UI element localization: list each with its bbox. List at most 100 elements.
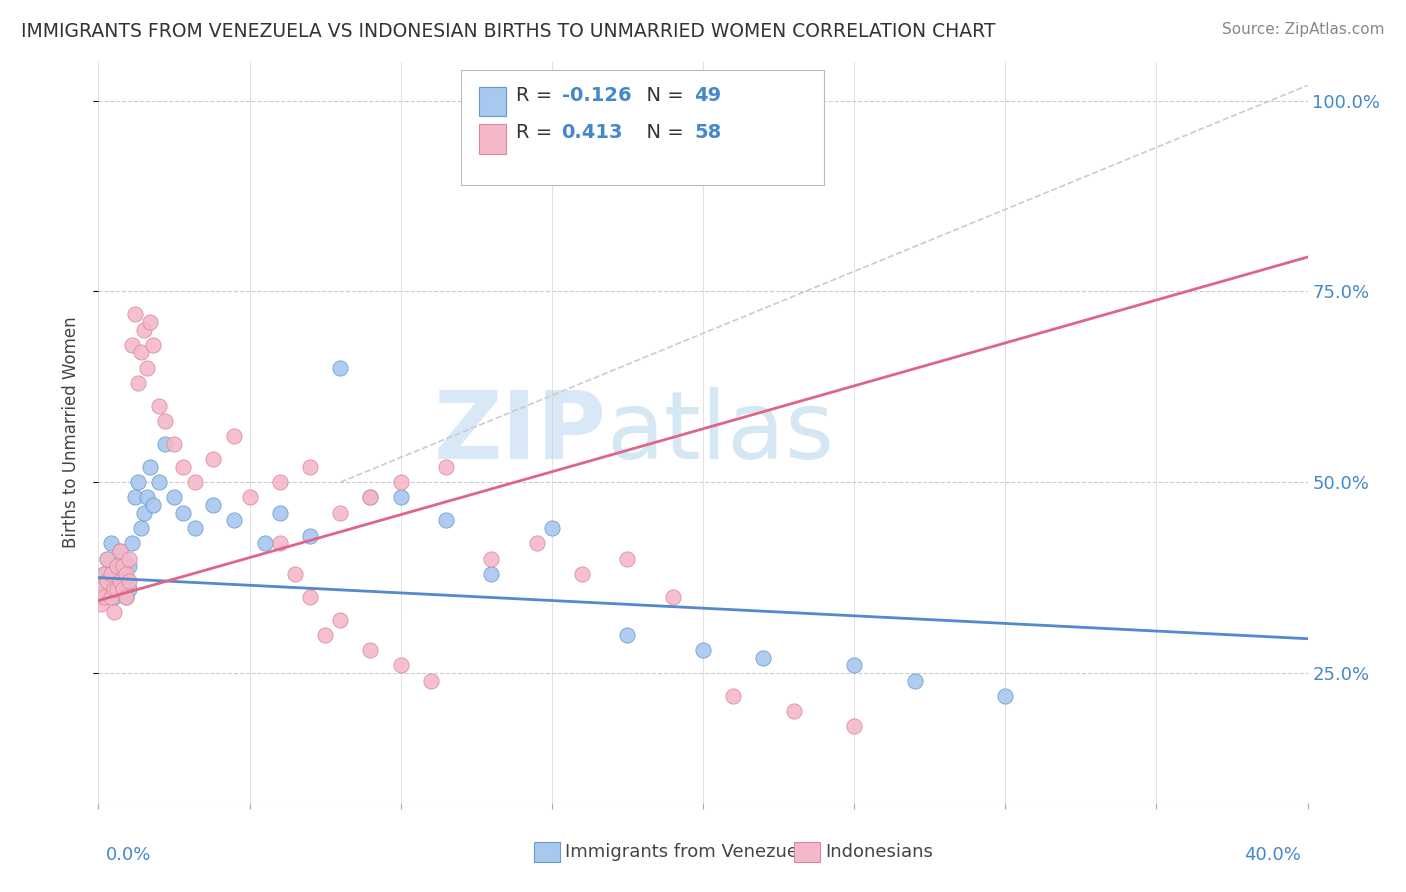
Point bbox=[434, 513, 457, 527]
Point bbox=[163, 437, 186, 451]
Text: R =: R = bbox=[516, 87, 558, 105]
Point bbox=[153, 414, 176, 428]
Point bbox=[329, 360, 352, 375]
Point bbox=[96, 574, 118, 589]
Point bbox=[844, 658, 866, 673]
Point bbox=[108, 544, 131, 558]
Point bbox=[100, 566, 122, 581]
Point bbox=[139, 460, 162, 475]
FancyBboxPatch shape bbox=[479, 87, 506, 117]
Text: 40.0%: 40.0% bbox=[1244, 846, 1301, 863]
Point bbox=[121, 536, 143, 550]
Point bbox=[93, 590, 115, 604]
Point bbox=[752, 650, 775, 665]
Point bbox=[526, 536, 548, 550]
Point bbox=[148, 399, 170, 413]
Point bbox=[90, 582, 112, 596]
FancyBboxPatch shape bbox=[479, 124, 506, 153]
Point bbox=[108, 544, 131, 558]
Text: ZIP: ZIP bbox=[433, 386, 606, 479]
Point bbox=[481, 551, 503, 566]
Point bbox=[96, 551, 118, 566]
Point bbox=[90, 598, 112, 612]
Point bbox=[224, 429, 246, 443]
Point bbox=[389, 475, 412, 490]
Point bbox=[111, 559, 134, 574]
Point bbox=[202, 498, 225, 512]
Point bbox=[118, 574, 141, 589]
Point bbox=[124, 491, 146, 505]
Point bbox=[163, 491, 186, 505]
Point bbox=[269, 536, 291, 550]
Point bbox=[314, 628, 336, 642]
Point bbox=[783, 704, 806, 718]
Point bbox=[90, 582, 112, 596]
Point bbox=[329, 506, 352, 520]
Point bbox=[269, 506, 291, 520]
Text: 49: 49 bbox=[695, 87, 721, 105]
Point bbox=[111, 566, 134, 581]
Point bbox=[132, 506, 155, 520]
Point bbox=[360, 643, 382, 657]
Point bbox=[389, 658, 412, 673]
Point bbox=[616, 628, 638, 642]
Y-axis label: Births to Unmarried Women: Births to Unmarried Women bbox=[62, 317, 80, 549]
Point bbox=[142, 498, 165, 512]
Point bbox=[121, 338, 143, 352]
Point bbox=[420, 673, 443, 688]
Text: N =: N = bbox=[634, 87, 690, 105]
Point bbox=[127, 376, 149, 390]
Point bbox=[284, 566, 307, 581]
Point bbox=[103, 566, 125, 581]
Point bbox=[360, 491, 382, 505]
Text: R =: R = bbox=[516, 123, 564, 143]
Point bbox=[118, 582, 141, 596]
Point bbox=[139, 315, 162, 329]
Point bbox=[100, 590, 122, 604]
Point bbox=[616, 551, 638, 566]
Point bbox=[105, 559, 128, 574]
Text: 0.413: 0.413 bbox=[561, 123, 623, 143]
Point bbox=[299, 529, 322, 543]
Point bbox=[118, 551, 141, 566]
Point bbox=[172, 460, 194, 475]
Point bbox=[103, 582, 125, 596]
Point bbox=[269, 475, 291, 490]
Point bbox=[148, 475, 170, 490]
Point bbox=[96, 551, 118, 566]
FancyBboxPatch shape bbox=[461, 70, 824, 185]
Point bbox=[108, 582, 131, 596]
Point bbox=[904, 673, 927, 688]
Point bbox=[124, 307, 146, 321]
Point bbox=[571, 566, 593, 581]
Point bbox=[329, 613, 352, 627]
Point bbox=[93, 566, 115, 581]
Point bbox=[105, 559, 128, 574]
Point bbox=[111, 582, 134, 596]
Point bbox=[135, 360, 157, 375]
Point bbox=[224, 513, 246, 527]
Point bbox=[135, 491, 157, 505]
Point bbox=[661, 590, 683, 604]
Point bbox=[127, 475, 149, 490]
Point bbox=[105, 582, 128, 596]
Point bbox=[434, 460, 457, 475]
Point bbox=[111, 551, 134, 566]
Point bbox=[299, 590, 322, 604]
Point bbox=[844, 719, 866, 733]
Text: N =: N = bbox=[634, 123, 690, 143]
Point bbox=[142, 338, 165, 352]
Point bbox=[540, 521, 562, 535]
Point bbox=[129, 345, 152, 359]
Point bbox=[114, 590, 136, 604]
Point bbox=[360, 491, 382, 505]
Point bbox=[100, 582, 122, 596]
Point bbox=[184, 475, 207, 490]
Point bbox=[105, 574, 128, 589]
Point bbox=[114, 574, 136, 589]
Text: 0.0%: 0.0% bbox=[105, 846, 150, 863]
Point bbox=[93, 566, 115, 581]
Point bbox=[389, 491, 412, 505]
Point bbox=[299, 460, 322, 475]
Point bbox=[153, 437, 176, 451]
